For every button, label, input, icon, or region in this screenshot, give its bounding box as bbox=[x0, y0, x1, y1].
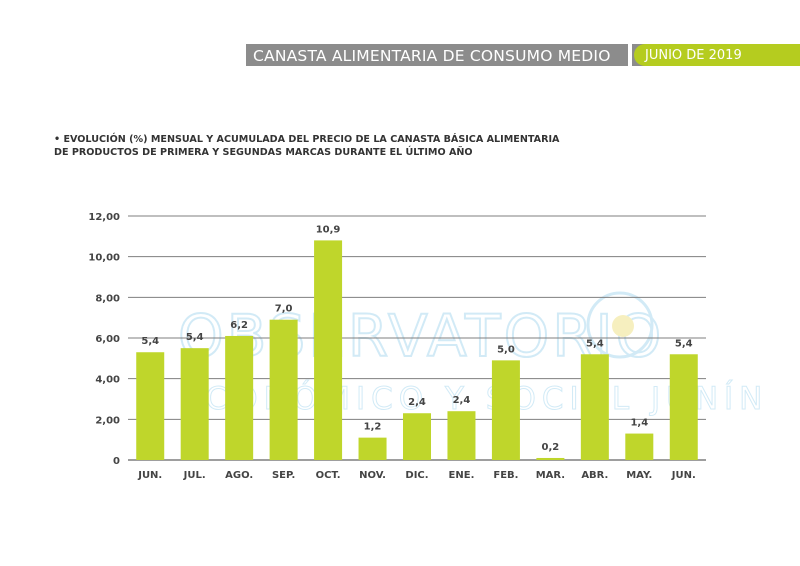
watermark-circle-icon bbox=[586, 291, 654, 359]
bar bbox=[447, 411, 476, 460]
x-tick-label: JUL. bbox=[183, 470, 206, 481]
data-label: 7,0 bbox=[275, 304, 293, 315]
x-tick-label: OCT. bbox=[316, 470, 341, 481]
y-tick-label: 10,00 bbox=[88, 253, 120, 264]
y-tick-label: 0 bbox=[113, 456, 120, 467]
bar bbox=[358, 437, 387, 460]
bar bbox=[536, 457, 565, 460]
header-divider bbox=[628, 44, 632, 66]
page-title: CANASTA ALIMENTARIA DE CONSUMO MEDIO bbox=[253, 47, 611, 65]
data-label: 2,4 bbox=[453, 395, 471, 406]
y-tick-label: 4,00 bbox=[95, 375, 120, 386]
y-tick-label: 2,00 bbox=[95, 415, 120, 426]
data-label: 5,0 bbox=[497, 344, 515, 355]
x-tick-label: MAR. bbox=[536, 470, 565, 481]
y-tick-label: 6,00 bbox=[95, 334, 120, 345]
data-label: 0,2 bbox=[542, 442, 560, 453]
data-label: 2,4 bbox=[408, 397, 426, 408]
y-tick-label: 8,00 bbox=[95, 293, 120, 304]
x-tick-label: ABR. bbox=[581, 470, 608, 481]
bar bbox=[625, 433, 654, 460]
x-tick-label: SEP. bbox=[272, 470, 295, 481]
data-label: 10,9 bbox=[316, 224, 341, 235]
subtitle-line-1: • EVOLUCIÓN (%) MENSUAL Y ACUMULADA DEL … bbox=[54, 134, 560, 145]
subtitle-line-2: DE PRODUCTOS DE PRIMERA Y SEGUNDAS MARCA… bbox=[54, 147, 473, 158]
bar bbox=[403, 413, 431, 460]
watermark-dot-icon bbox=[612, 315, 634, 337]
x-tick-label: AGO. bbox=[225, 470, 253, 481]
bar bbox=[491, 360, 520, 460]
x-tick-label: JUN. bbox=[137, 470, 162, 481]
bar bbox=[314, 240, 343, 460]
x-tick-label: MAY. bbox=[626, 470, 652, 481]
chart-subtitle: • EVOLUCIÓN (%) MENSUAL Y ACUMULADA DEL … bbox=[54, 133, 559, 159]
data-label: 6,2 bbox=[230, 320, 248, 331]
data-label: 5,4 bbox=[675, 338, 693, 349]
bar bbox=[225, 335, 254, 460]
bar bbox=[180, 348, 209, 460]
data-label: 1,4 bbox=[630, 418, 648, 429]
data-label: 5,4 bbox=[186, 332, 204, 343]
bar bbox=[136, 352, 165, 460]
x-tick-label: FEB. bbox=[493, 470, 518, 481]
bar bbox=[669, 354, 698, 460]
x-tick-label: NOV. bbox=[359, 470, 386, 481]
data-label: 5,4 bbox=[141, 336, 159, 347]
date-tab bbox=[634, 44, 800, 66]
bar bbox=[580, 354, 609, 460]
data-label: 5,4 bbox=[586, 338, 604, 349]
report-date: JUNIO DE 2019 bbox=[645, 48, 742, 63]
bar bbox=[269, 319, 298, 460]
y-tick-label: 12,00 bbox=[88, 212, 120, 223]
x-tick-label: JUN. bbox=[671, 470, 696, 481]
x-tick-label: DIC. bbox=[405, 470, 428, 481]
x-tick-label: ENE. bbox=[449, 470, 475, 481]
data-label: 1,2 bbox=[364, 422, 382, 433]
